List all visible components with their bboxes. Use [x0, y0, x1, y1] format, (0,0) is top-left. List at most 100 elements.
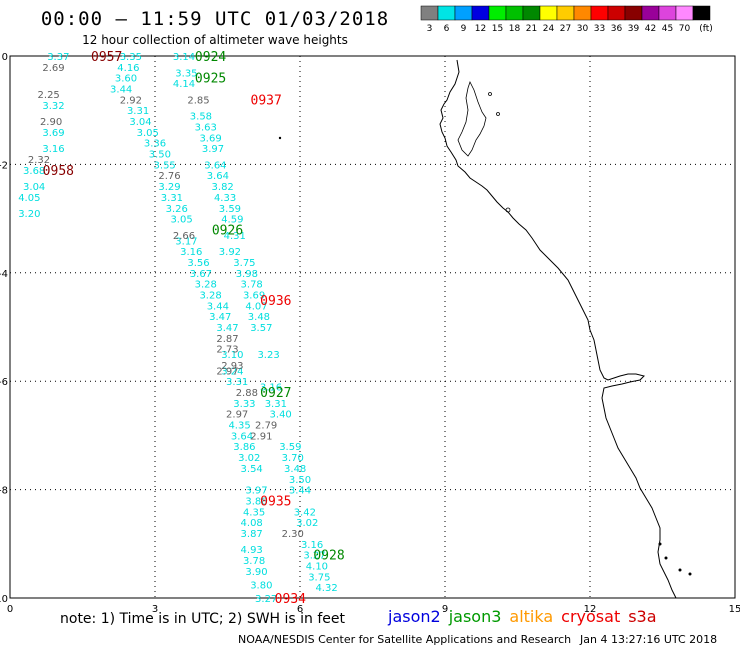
wave-height-value: 3.31 [127, 106, 149, 117]
legend-swatch [692, 5, 711, 21]
pass-time-label: 0934 [275, 592, 306, 607]
wave-height-value: 2.93 [221, 361, 243, 372]
legend-bin-label: 21 [526, 24, 537, 34]
generated-timestamp: Jan 4 13:27:16 UTC 2018 [580, 633, 718, 646]
wave-height-value: 4.07 [245, 301, 267, 312]
wave-height-value: 4.93 [241, 545, 263, 556]
wave-height-value: 4.16 [117, 63, 139, 74]
wave-height-value: 3.36 [144, 139, 166, 150]
y-tick-label: -4 [0, 269, 8, 280]
wave-height-value: 3.75 [308, 572, 330, 583]
legend-unit: (ft) [699, 24, 713, 34]
wave-height-value: 3.40 [270, 410, 292, 421]
wave-height-value: 3.59 [279, 442, 301, 453]
wave-height-value: 3.23 [257, 350, 279, 361]
pass-time-label: 0958 [43, 164, 74, 179]
wave-height-value: 3.82 [212, 182, 234, 193]
wave-height-value: 2.30 [282, 529, 304, 540]
satellite-legend: jason2 jason3 altika cryosat s3a [388, 607, 665, 626]
wave-height-value: 3.44 [289, 486, 311, 497]
wave-height-value: 2.90 [40, 117, 62, 128]
wave-height-value: 3.31 [226, 377, 248, 388]
wave-height-value: 2.79 [255, 421, 277, 432]
wave-height-value: 3.69 [243, 290, 265, 301]
wave-height-value: 3.87 [241, 529, 263, 540]
wave-height-value: 3.70 [282, 453, 304, 464]
wave-height-value: 4.31 [224, 231, 246, 242]
wave-height-value: 3.04 [129, 117, 151, 128]
legend-bin-label: 15 [492, 24, 503, 34]
y-tick-label: -8 [0, 486, 8, 497]
wave-height-value: 3.04 [23, 182, 45, 193]
wave-height-value: 3.54 [241, 464, 263, 475]
wave-height-value: 3.10 [221, 350, 243, 361]
pass-time-label: 0936 [260, 294, 291, 309]
wave-height-value: 3.47 [209, 312, 231, 323]
y-tick-label: -2 [0, 160, 8, 171]
wave-height-value: 3.80 [250, 580, 272, 591]
wave-height-value: 3.14 [173, 52, 195, 63]
legend-swatch [607, 5, 626, 21]
legend-bin-label: 39 [628, 24, 640, 34]
legend-bin-label: 12 [475, 24, 486, 34]
wave-height-value: 3.55 [154, 160, 176, 171]
wave-height-value: 3.64 [207, 171, 229, 182]
wave-height-value: 3.44 [110, 85, 132, 96]
wave-height-value: 2.76 [158, 171, 180, 182]
wave-height-value: 4.33 [214, 193, 236, 204]
coastline [278, 59, 692, 599]
wave-height-value: 3.31 [265, 399, 287, 410]
wave-height-value: 2.88 [236, 388, 258, 399]
legend-swatch [488, 5, 507, 21]
wave-height-value: 3.68 [23, 166, 45, 177]
wave-height-value: 3.47 [216, 323, 238, 334]
wave-height-value: 3.29 [158, 182, 180, 193]
satellite-jason3: jason3 [448, 607, 502, 626]
wave-height-value: 3.69 [42, 128, 64, 139]
legend-swatch [505, 5, 524, 21]
legend-swatch [522, 5, 541, 21]
map-subtitle: 12 hour collection of altimeter wave hei… [82, 33, 348, 47]
x-tick-label: 9 [442, 604, 448, 615]
wave-height-value: 3.50 [289, 475, 311, 486]
wave-height-value: 4.14 [173, 79, 195, 90]
wave-height-value: 2.69 [42, 63, 64, 74]
wave-height-value: 3.26 [166, 204, 188, 215]
legend-swatch [454, 5, 473, 21]
credit-text: NOAA/NESDIS Center for Satellite Applica… [238, 633, 572, 646]
wave-height-value: 3.05 [137, 128, 159, 139]
legend-swatch [539, 5, 558, 21]
x-tick-label: 6 [297, 604, 303, 615]
y-tick-label: 0 [2, 52, 8, 63]
wave-height-value: 3.98 [236, 269, 258, 280]
legend-swatch [437, 5, 456, 21]
pass-time-label: 0924 [195, 50, 226, 65]
legend-bin-label: 27 [560, 24, 571, 34]
wave-height-value: 3.48 [248, 312, 270, 323]
wave-height-value: 3.35 [175, 68, 197, 79]
wave-height-value: 2.66 [173, 231, 195, 242]
wave-height-value: 2.73 [216, 345, 238, 356]
wave-height-value: 3.64 [204, 160, 226, 171]
wave-height-value: 3.28 [195, 280, 217, 291]
wave-height-value: 3.97 [245, 486, 267, 497]
swh-color-legend: 3 6 9 12 15 18 21 24 27 30 33 36 39 42 45 70 (ft) [420, 5, 713, 34]
legend-bin-label: 9 [461, 24, 467, 34]
map-grid [10, 56, 735, 598]
legend-swatch [624, 5, 643, 21]
wave-height-value: 4.35 [243, 507, 265, 518]
wave-height-value: 3.60 [115, 74, 137, 85]
wave-height-value: 3.57 [250, 323, 272, 334]
wave-height-value: 3.97 [202, 144, 224, 155]
wave-height-value: 3.78 [243, 556, 265, 567]
y-tick-label: -6 [0, 377, 8, 388]
wave-height-value: 3.16 [180, 247, 202, 258]
legend-swatch [471, 5, 490, 21]
legend-bin-label: 70 [679, 24, 691, 34]
wave-height-value: 2.97 [226, 410, 248, 421]
wave-height-value: 3.16 [260, 383, 282, 394]
wave-height-value: 3.28 [199, 290, 221, 301]
wave-height-value: 3.24 [221, 366, 243, 377]
wave-height-value: 3.48 [284, 464, 306, 475]
wave-height-value: 3.27 [255, 594, 277, 605]
